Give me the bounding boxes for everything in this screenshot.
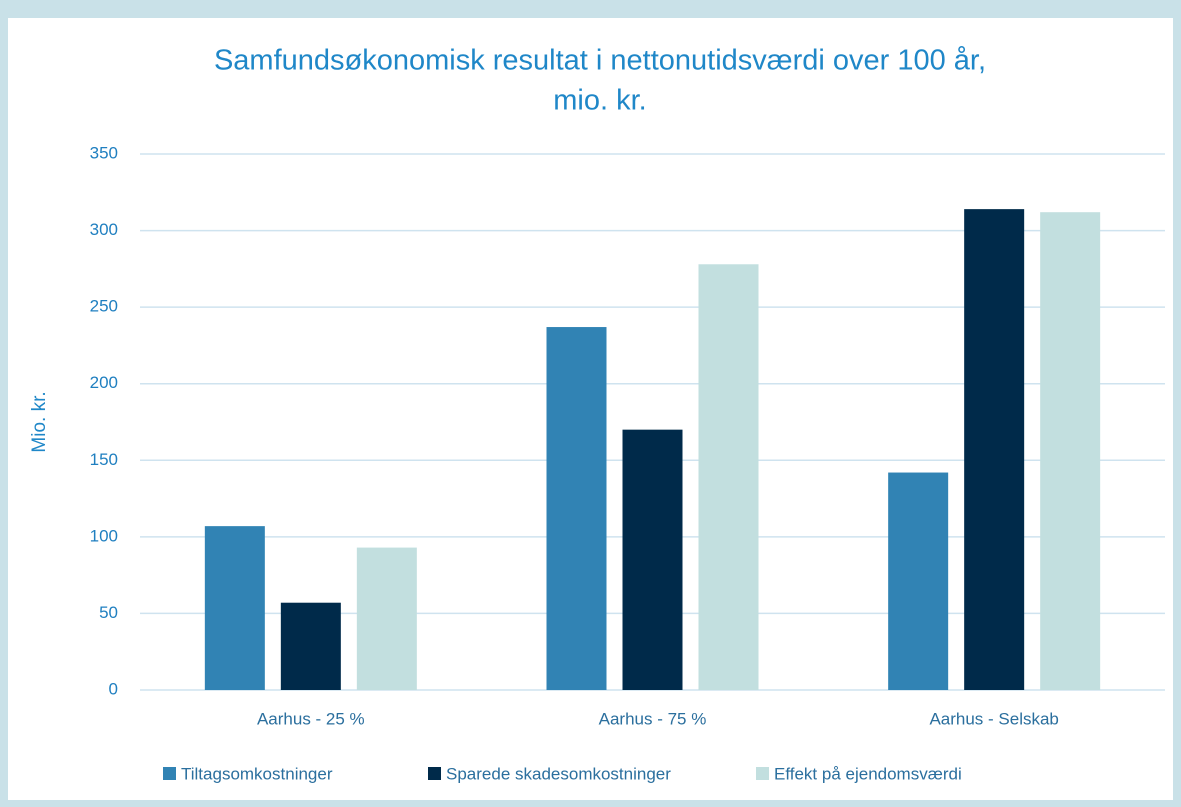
legend-swatch (163, 767, 176, 780)
chart-title: mio. kr. (553, 85, 646, 117)
y-tick-label: 200 (90, 373, 118, 392)
y-tick-label: 350 (90, 143, 118, 162)
y-tick-label: 300 (90, 220, 118, 239)
bar (356, 547, 417, 690)
y-tick-label: 0 (109, 679, 118, 698)
bar (888, 472, 949, 690)
x-tick-label: Aarhus - Selskab (929, 709, 1058, 728)
bar (964, 209, 1025, 691)
bar (1040, 212, 1101, 691)
y-tick-label: 150 (90, 450, 118, 469)
legend-label: Effekt på ejendomsværdi (774, 764, 962, 783)
bar (622, 429, 683, 690)
y-tick-label: 100 (90, 526, 118, 545)
bar (698, 264, 759, 690)
x-tick-label: Aarhus - 25 % (257, 709, 365, 728)
bar (204, 526, 265, 690)
bar (280, 602, 341, 690)
y-axis-label: Mio. kr. (29, 391, 50, 452)
legend-swatch (756, 767, 769, 780)
chart-title: Samfundsøkonomisk resultat i nettonutids… (214, 45, 986, 77)
y-tick-label: 50 (99, 603, 118, 622)
legend-label: Sparede skadesomkostninger (446, 764, 671, 783)
x-tick-label: Aarhus - 75 % (599, 709, 707, 728)
legend-label: Tiltagsomkostninger (181, 764, 333, 783)
bar (546, 327, 607, 690)
legend-swatch (428, 767, 441, 780)
y-tick-label: 250 (90, 297, 118, 316)
